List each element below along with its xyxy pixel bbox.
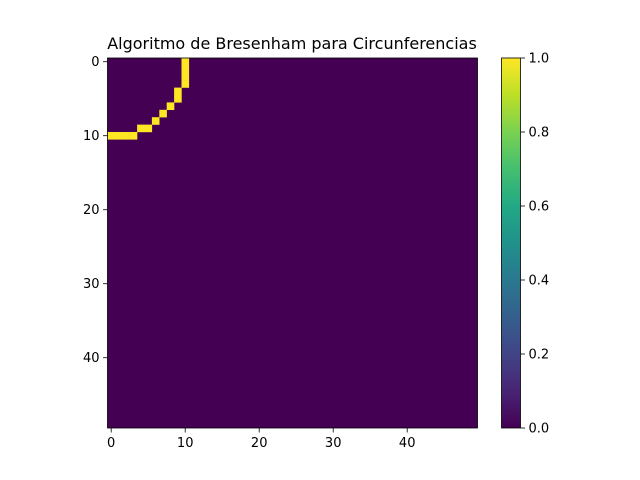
heatmap-plot-area — [107, 57, 478, 429]
heatmap-cell-7-7 — [159, 109, 167, 118]
y-tick-label-10: 10 — [83, 129, 100, 144]
heatmap-cell-9-5 — [144, 124, 153, 133]
colorbar-tick-label-0.6: 0.6 — [529, 200, 550, 215]
y-tick-label-30: 30 — [83, 277, 100, 292]
heatmap-cell-9-4 — [137, 124, 145, 133]
heatmap-cell-6-8 — [166, 102, 175, 110]
heatmap-cell-10-1 — [114, 132, 123, 140]
colorbar-tick-label-1.0: 1.0 — [529, 52, 550, 67]
colorbar: 0.0 0.2 0.4 0.6 0.8 1.0 — [501, 52, 550, 437]
y-tick-label-20: 20 — [83, 203, 100, 218]
chart-title: Algoritmo de Bresenham para Circunferenc… — [107, 34, 477, 53]
heatmap-cell-4-9 — [174, 87, 182, 96]
heatmap-cell-2-10 — [181, 72, 190, 81]
x-tick-label-0: 0 — [107, 436, 115, 451]
colorbar-tick-label-0.0: 0.0 — [529, 422, 550, 437]
x-tick-label-40: 40 — [399, 436, 416, 451]
heatmap-cell-0-10 — [181, 58, 190, 66]
colorbar-tick-label-0.2: 0.2 — [529, 348, 550, 363]
colorbar-tick-label-0.8: 0.8 — [529, 126, 550, 141]
heatmap-background — [107, 58, 478, 428]
heatmap-cell-10-2 — [122, 132, 130, 140]
heatmap-cell-8-6 — [151, 117, 160, 125]
heatmap-cell-10-3 — [129, 132, 138, 140]
heatmap-cell-10-0 — [107, 132, 116, 140]
y-axis: 0 10 20 30 40 — [83, 55, 108, 366]
x-tick-label-10: 10 — [177, 436, 194, 451]
x-tick-label-30: 30 — [325, 436, 342, 451]
colorbar-tick-label-0.4: 0.4 — [529, 274, 550, 289]
x-tick-label-20: 20 — [251, 436, 268, 451]
colorbar-gradient — [501, 57, 521, 429]
heatmap-cell-1-10 — [181, 65, 190, 73]
y-tick-label-40: 40 — [83, 351, 100, 366]
y-tick-label-0: 0 — [91, 55, 99, 70]
plot-frame — [107, 57, 478, 429]
x-axis: 0 10 20 30 40 — [107, 428, 415, 451]
heatmap-cell-3-10 — [181, 80, 190, 88]
heatmap-cell-5-9 — [174, 95, 182, 103]
